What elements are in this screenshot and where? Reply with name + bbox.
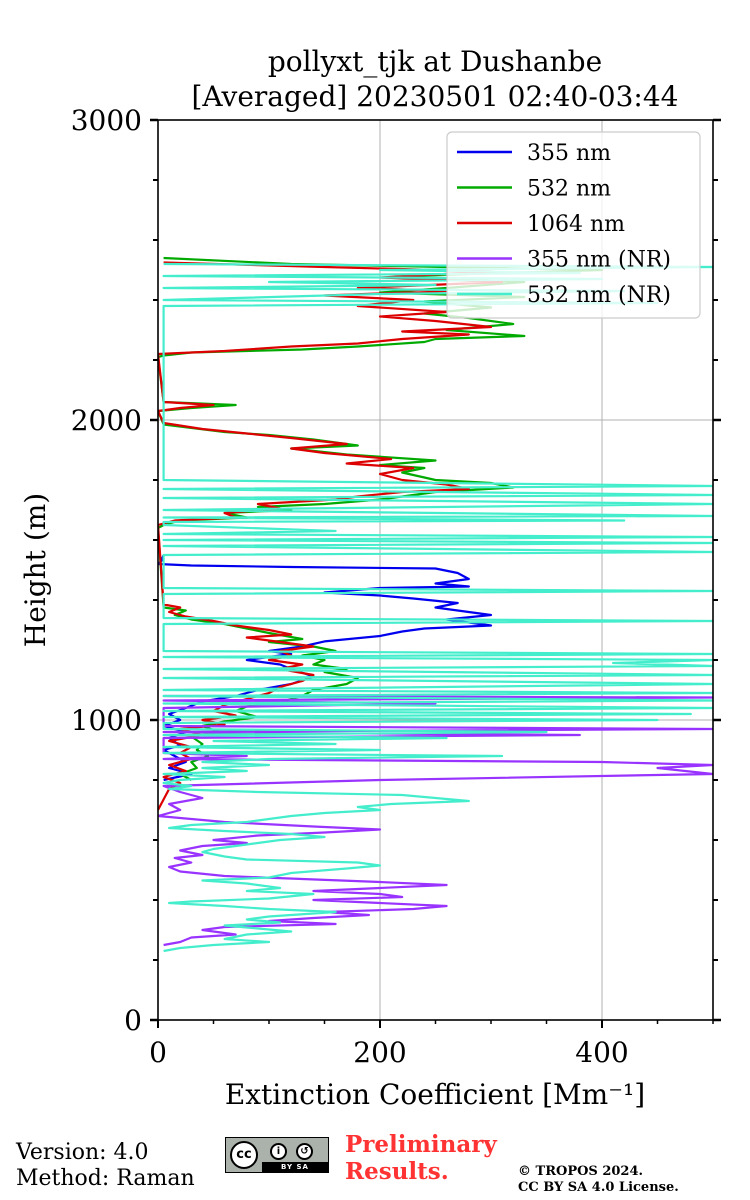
by-attribution-icon: i (270, 1143, 287, 1160)
y-tick-label: 3000 (71, 104, 142, 137)
series-line-1064-nm (158, 261, 504, 811)
legend: 355 nm 532 nm 1064 nm 355 nm (NR) 532 nm (NR… (446, 131, 701, 319)
y-tick-label: 1000 (71, 704, 142, 737)
x-tick-label: 400 (575, 1036, 628, 1069)
legend-label: 355 nm (527, 141, 611, 166)
copyright-line-2: CC BY SA 4.0 License. (518, 1180, 679, 1195)
x-axis-label: Extinction Coefficient [Mm⁻¹] (225, 1078, 645, 1111)
cc-by-sa-license-icon: cc i ↺ BY SA (225, 1137, 329, 1173)
version-label: Version: 4.0 (16, 1140, 149, 1165)
legend-label: 532 nm (527, 177, 611, 202)
legend-box (446, 131, 701, 319)
y-tick-label: 0 (124, 1004, 142, 1037)
legend-label: 532 nm (NR) (527, 283, 671, 308)
y-axis-label: Height (m) (19, 493, 52, 647)
axes: 0 200 400 0 1000 2000 3000 (71, 104, 721, 1069)
series-line-532-nm-nr- (162, 262, 713, 953)
preliminary-notice-line-2: Results. (345, 1158, 449, 1185)
legend-label: 1064 nm (527, 212, 625, 237)
license-terms-bar: BY SA (262, 1162, 328, 1172)
preliminary-notice-line-1: Preliminary (345, 1131, 497, 1158)
share-alike-icon: ↺ (296, 1143, 313, 1160)
x-tick-label: 0 (149, 1036, 167, 1069)
copyright-line-1: © TROPOS 2024. (518, 1164, 644, 1179)
y-tick-label: 2000 (71, 404, 142, 437)
chart-title-line-2: [Averaged] 20230501 02:40-03:44 (192, 80, 679, 113)
legend-label: 355 nm (NR) (527, 248, 671, 273)
cc-logo-icon: cc (230, 1141, 258, 1169)
x-tick-label: 200 (353, 1036, 406, 1069)
chart-title-line-1: pollyxt_tjk at Dushanbe (268, 45, 602, 78)
method-label: Method: Raman (16, 1166, 195, 1191)
